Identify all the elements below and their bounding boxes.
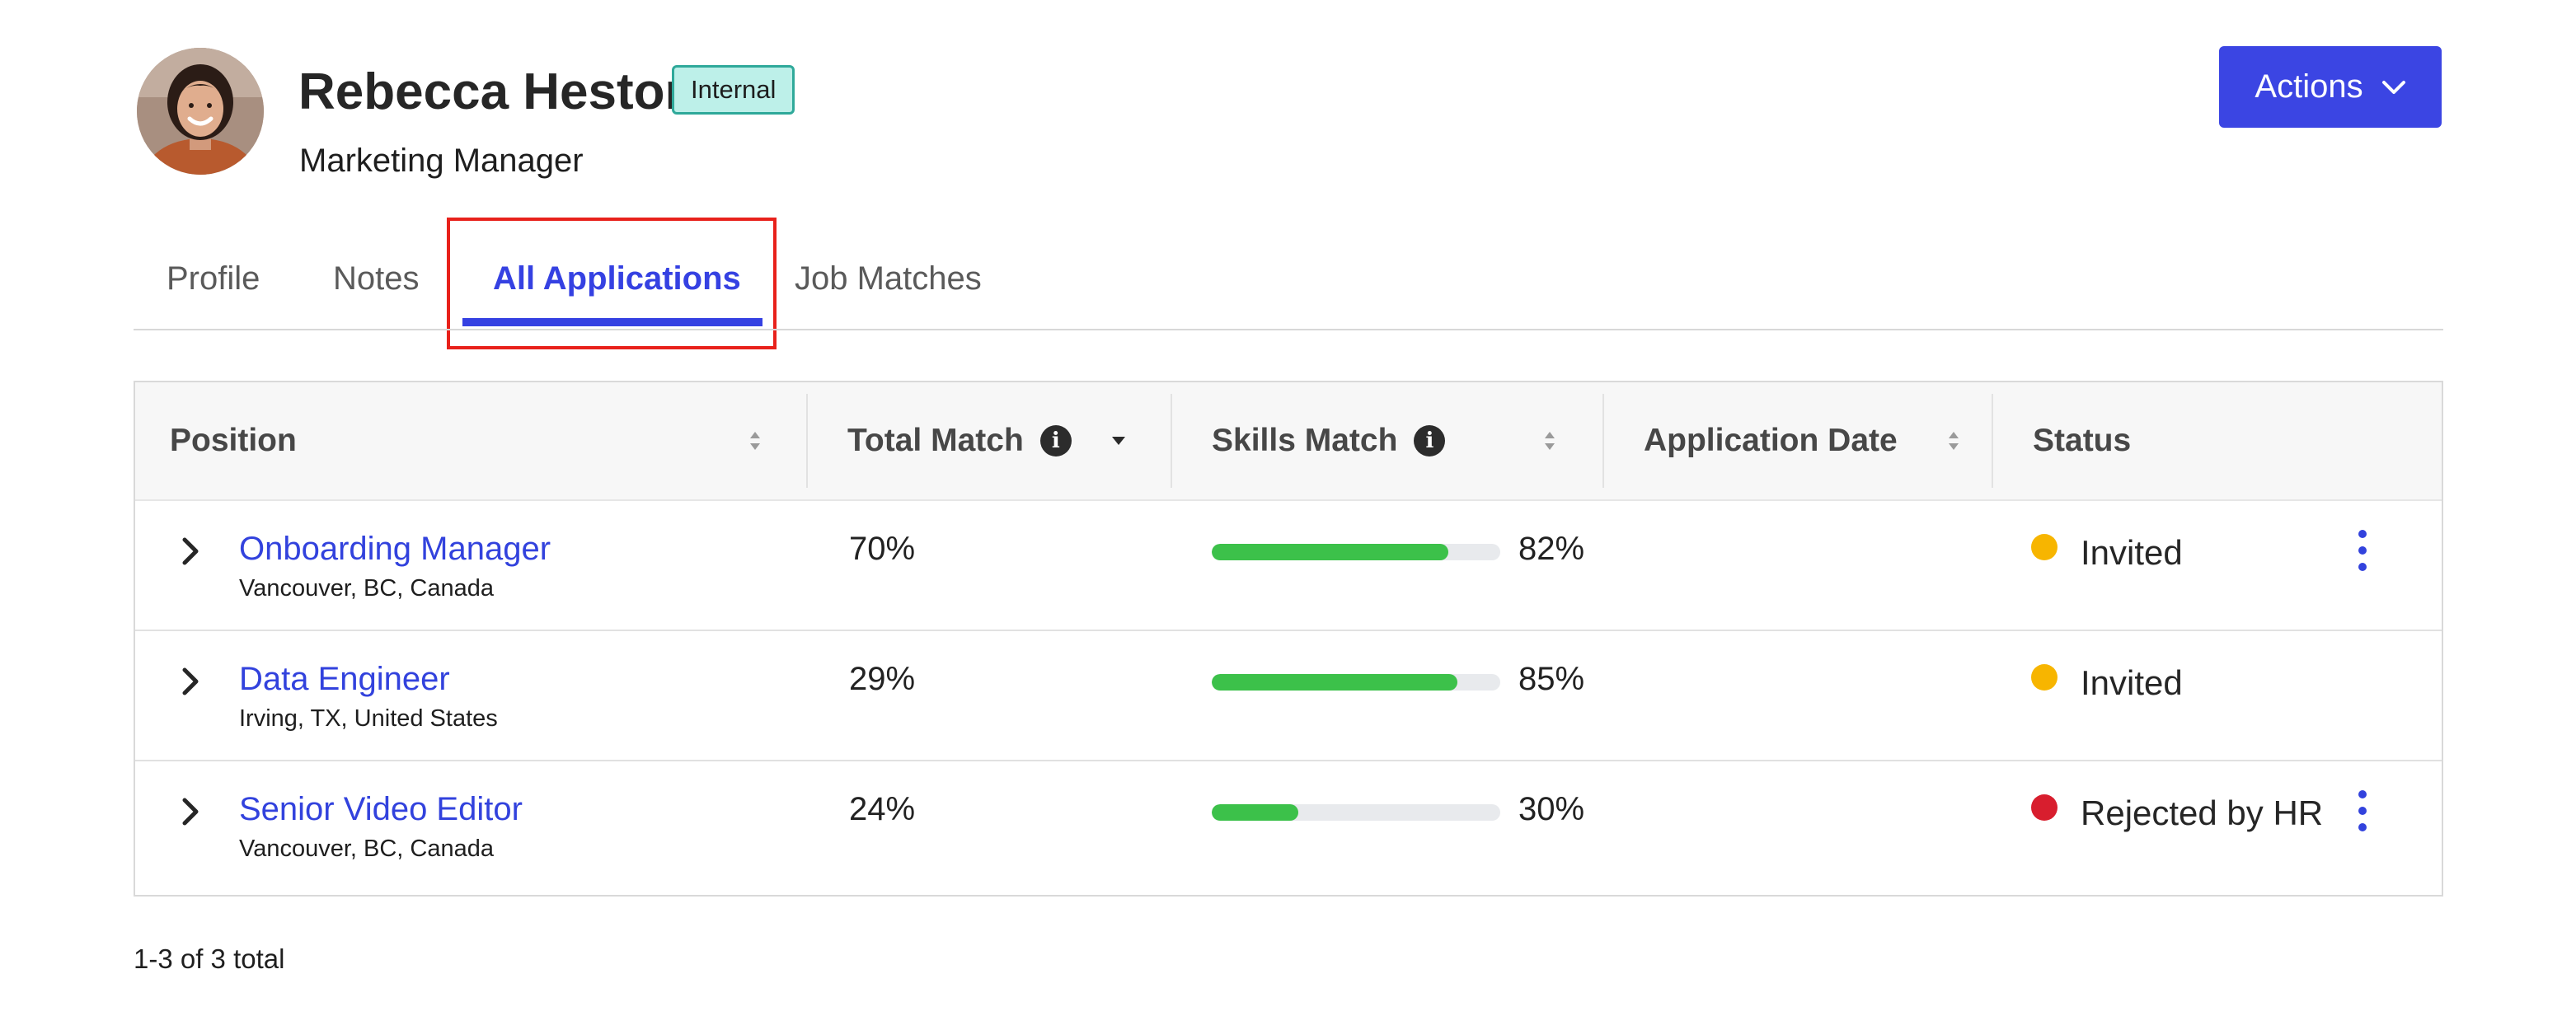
skills-match-bar xyxy=(1212,674,1500,691)
tab-profile[interactable]: Profile xyxy=(167,260,260,297)
info-icon[interactable]: i xyxy=(1039,425,1072,456)
tab-all-applications[interactable]: All Applications xyxy=(493,260,741,297)
table-row: Senior Video Editor Vancouver, BC, Canad… xyxy=(135,761,2442,892)
more-options-icon[interactable] xyxy=(2354,527,2371,574)
total-match-value: 70% xyxy=(849,531,916,567)
applications-table: Position Total Match i Skills Match i Ap… xyxy=(134,381,2443,897)
skills-match-bar xyxy=(1212,544,1500,560)
table-row: Onboarding Manager Vancouver, BC, Canada… xyxy=(135,501,2442,631)
internal-badge: Internal xyxy=(672,65,795,115)
status-dot xyxy=(2031,794,2058,821)
column-separator xyxy=(1602,394,1604,488)
table-header: Position Total Match i Skills Match i Ap… xyxy=(135,382,2442,501)
position-link[interactable]: Data Engineer xyxy=(239,661,450,697)
status-text: Rejected by HR xyxy=(2081,794,2324,832)
pagination-summary: 1-3 of 3 total xyxy=(134,943,285,974)
active-tab-indicator xyxy=(462,318,762,326)
sort-icon[interactable] xyxy=(1543,430,1556,452)
total-match-value: 24% xyxy=(849,791,916,827)
skills-match-bar xyxy=(1212,804,1500,821)
info-icon[interactable]: i xyxy=(1414,425,1446,456)
column-separator xyxy=(1992,394,1993,488)
actions-button-label: Actions xyxy=(2255,68,2363,105)
position-location: Irving, TX, United States xyxy=(239,705,498,732)
position-location: Vancouver, BC, Canada xyxy=(239,836,494,862)
chevron-right-icon[interactable] xyxy=(178,796,203,827)
column-separator xyxy=(806,394,808,488)
skills-match-bar-fill xyxy=(1212,804,1298,821)
position-link[interactable]: Onboarding Manager xyxy=(239,531,551,567)
tabs-divider xyxy=(134,329,2443,330)
position-link[interactable]: Senior Video Editor xyxy=(239,791,523,827)
column-separator xyxy=(1171,394,1172,488)
sort-icon[interactable] xyxy=(1947,430,1960,452)
skills-match-value: 82% xyxy=(1518,531,1585,567)
candidate-job-title: Marketing Manager xyxy=(299,143,584,179)
skills-match-bar-fill xyxy=(1212,674,1457,691)
column-header-status: Status xyxy=(2033,423,2132,458)
tab-notes[interactable]: Notes xyxy=(333,260,420,297)
position-location: Vancouver, BC, Canada xyxy=(239,575,494,602)
candidate-name: Rebecca Heston xyxy=(298,63,697,120)
status-dot xyxy=(2031,534,2058,560)
more-options-icon[interactable] xyxy=(2354,788,2371,834)
total-match-value: 29% xyxy=(849,661,916,697)
status-text: Invited xyxy=(2081,533,2183,572)
column-header-total-match[interactable]: Total Match i xyxy=(847,382,1072,499)
column-header-application-date[interactable]: Application Date xyxy=(1644,423,1898,458)
skills-match-value: 85% xyxy=(1518,661,1585,697)
chevron-right-icon[interactable] xyxy=(178,536,203,567)
tab-highlight-box xyxy=(447,218,777,349)
actions-button[interactable]: Actions xyxy=(2219,46,2442,128)
skills-match-bar-fill xyxy=(1212,544,1448,560)
tab-job-matches[interactable]: Job Matches xyxy=(795,260,982,297)
avatar xyxy=(137,48,264,175)
status-text: Invited xyxy=(2081,663,2183,702)
sort-desc-icon[interactable] xyxy=(1111,435,1126,447)
status-dot xyxy=(2031,664,2058,691)
column-header-skills-match[interactable]: Skills Match i xyxy=(1212,382,1446,499)
chevron-down-icon xyxy=(2381,80,2405,94)
table-row: Data Engineer Irving, TX, United States … xyxy=(135,631,2442,761)
skills-match-value: 30% xyxy=(1518,791,1585,827)
sort-icon[interactable] xyxy=(748,430,762,452)
column-header-position[interactable]: Position xyxy=(170,423,297,458)
chevron-right-icon[interactable] xyxy=(178,666,203,697)
